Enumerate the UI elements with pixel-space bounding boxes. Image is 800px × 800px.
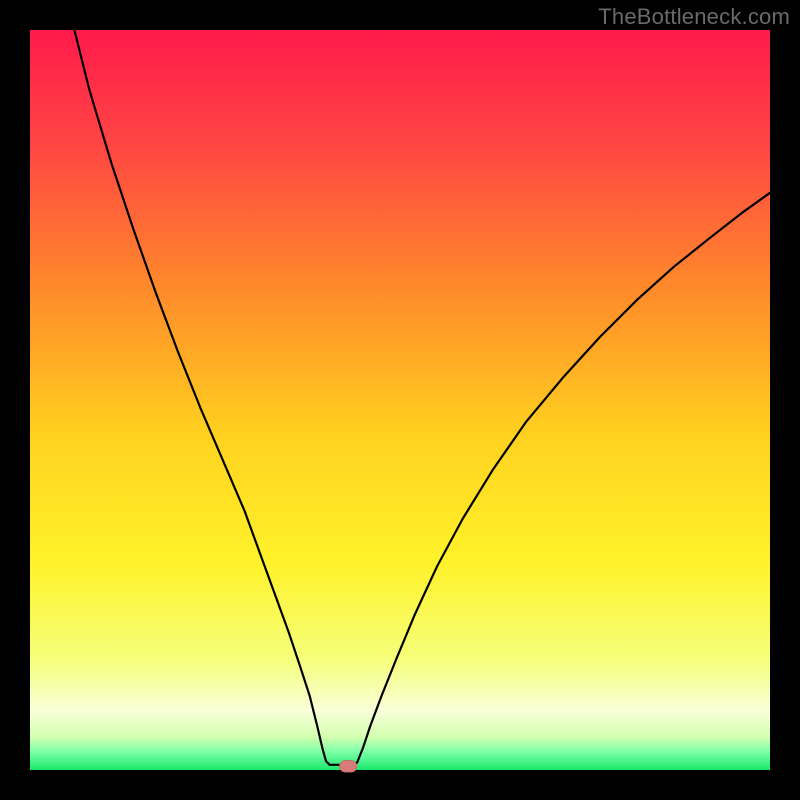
- watermark-text: TheBottleneck.com: [598, 4, 790, 30]
- bottleneck-chart: [0, 0, 800, 800]
- chart-frame: TheBottleneck.com: [0, 0, 800, 800]
- minimum-marker: [339, 760, 357, 772]
- plot-background: [30, 30, 770, 770]
